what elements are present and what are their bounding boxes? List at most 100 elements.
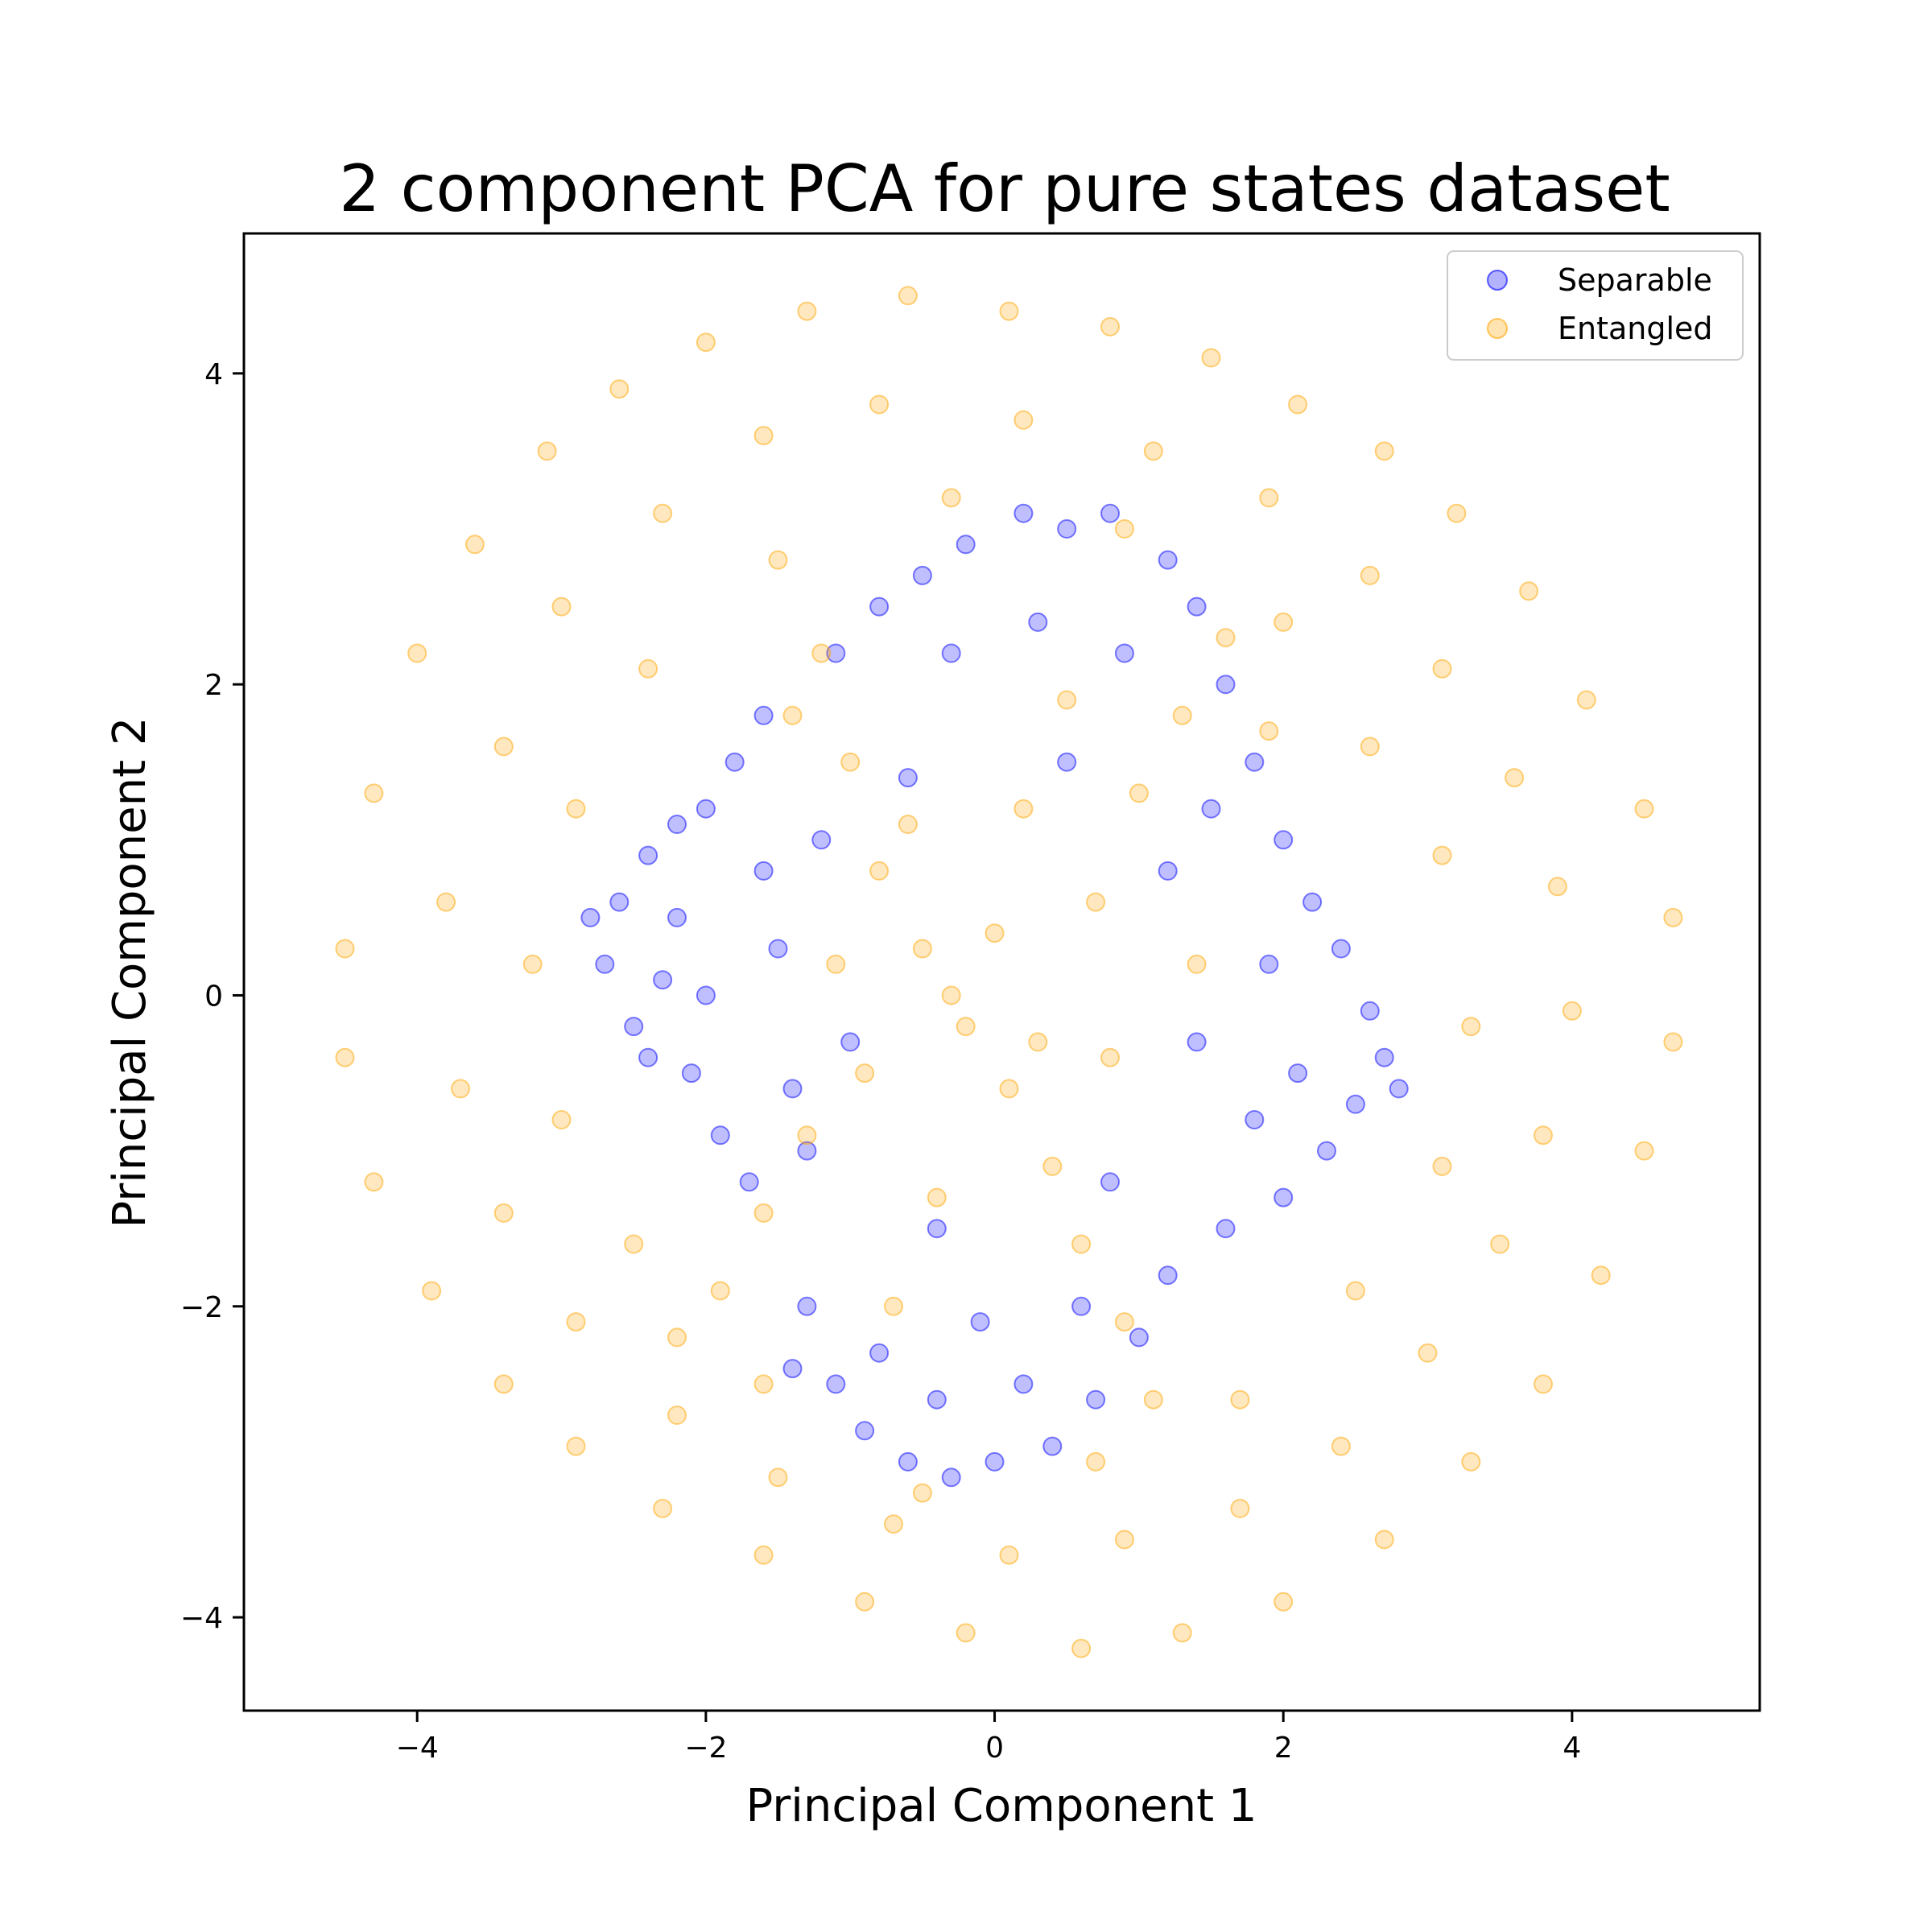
point-entangled-23 xyxy=(1461,1451,1481,1472)
point-entangled-49 xyxy=(1547,877,1567,897)
point-separable-68 xyxy=(927,1219,947,1239)
point-entangled-92 xyxy=(898,815,918,834)
plot-area-frame xyxy=(242,232,1761,1712)
point-separable-28 xyxy=(1187,597,1207,617)
point-entangled-91 xyxy=(1143,1389,1163,1410)
point-entangled-67 xyxy=(768,550,788,570)
point-separable-23 xyxy=(956,535,976,555)
point-entangled-17 xyxy=(1634,799,1654,819)
point-entangled-26 xyxy=(1172,1623,1192,1643)
point-entangled-21 xyxy=(1591,1265,1611,1286)
point-separable-53 xyxy=(898,1451,918,1472)
point-separable-67 xyxy=(1100,1172,1120,1192)
point-separable-62 xyxy=(970,1312,990,1332)
point-separable-39 xyxy=(1345,1094,1365,1114)
point-separable-20 xyxy=(826,643,846,663)
point-separable-57 xyxy=(797,1296,817,1316)
point-separable-46 xyxy=(1288,1063,1308,1084)
point-separable-25 xyxy=(1057,519,1077,539)
point-entangled-101 xyxy=(753,1203,774,1223)
point-separable-36 xyxy=(1331,939,1351,959)
point-entangled-25 xyxy=(1274,1591,1294,1612)
point-entangled-40 xyxy=(653,503,673,523)
y-tick-label-3: 2 xyxy=(204,669,223,702)
point-separable-14 xyxy=(768,939,788,959)
point-separable-61 xyxy=(1071,1296,1092,1316)
point-entangled-113 xyxy=(782,705,803,725)
point-entangled-78 xyxy=(912,1483,932,1503)
legend-label-entangled: Entangled xyxy=(1558,311,1713,346)
point-separable-47 xyxy=(1158,1265,1178,1286)
point-separable-21 xyxy=(869,597,890,617)
point-entangled-14 xyxy=(1447,503,1467,523)
legend: Separable Entangled xyxy=(1447,250,1744,361)
point-entangled-31 xyxy=(653,1498,673,1518)
point-entangled-97 xyxy=(1129,783,1149,803)
point-separable-3 xyxy=(667,907,687,927)
point-separable-65 xyxy=(1057,752,1077,772)
point-entangled-13 xyxy=(1374,441,1394,461)
point-entangled-19 xyxy=(1663,1032,1683,1052)
point-entangled-29 xyxy=(855,1591,875,1612)
point-entangled-74 xyxy=(1432,1156,1452,1176)
point-separable-40 xyxy=(1317,1141,1336,1161)
point-entangled-107 xyxy=(927,1187,947,1208)
point-entangled-81 xyxy=(551,1110,572,1129)
point-entangled-47 xyxy=(1432,658,1452,679)
point-entangled-106 xyxy=(1057,690,1077,710)
point-separable-50 xyxy=(1042,1436,1063,1456)
point-entangled-85 xyxy=(912,939,932,959)
y-axis-label: Principal Component 2 xyxy=(104,717,156,1228)
point-separable-52 xyxy=(941,1468,961,1488)
legend-marker-separable xyxy=(1487,270,1508,291)
point-separable-48 xyxy=(1129,1327,1149,1348)
point-entangled-71 xyxy=(1360,737,1380,757)
point-separable-44 xyxy=(1187,1032,1207,1052)
point-separable-16 xyxy=(811,830,832,850)
point-separable-0 xyxy=(609,892,630,912)
point-entangled-3 xyxy=(464,535,485,555)
point-entangled-51 xyxy=(1534,1125,1553,1146)
point-entangled-87 xyxy=(999,1079,1019,1099)
point-separable-45 xyxy=(1259,954,1279,974)
point-separable-7 xyxy=(724,752,745,772)
point-separable-56 xyxy=(782,1359,803,1379)
point-entangled-41 xyxy=(753,426,774,446)
point-entangled-103 xyxy=(667,1327,687,1348)
point-entangled-9 xyxy=(999,301,1019,321)
point-separable-18 xyxy=(580,907,601,927)
point-separable-26 xyxy=(1100,503,1120,523)
point-separable-51 xyxy=(985,1451,1005,1472)
point-separable-15 xyxy=(782,1079,803,1099)
point-entangled-84 xyxy=(869,861,890,881)
y-axis: −4 −2 0 2 4 xyxy=(180,358,244,1635)
point-entangled-36 xyxy=(335,1047,355,1067)
point-separable-38 xyxy=(1374,1047,1394,1067)
point-separable-55 xyxy=(826,1374,846,1394)
point-entangled-69 xyxy=(1114,519,1134,539)
point-separable-13 xyxy=(667,815,687,834)
point-entangled-10 xyxy=(1100,316,1120,336)
point-entangled-16 xyxy=(1576,690,1596,710)
point-separable-33 xyxy=(1245,752,1265,772)
point-separable-66 xyxy=(898,768,918,788)
point-entangled-6 xyxy=(696,332,716,353)
point-entangled-86 xyxy=(956,1017,976,1037)
point-entangled-61 xyxy=(566,1312,586,1332)
point-entangled-63 xyxy=(451,1079,470,1099)
point-entangled-43 xyxy=(1013,410,1034,430)
point-entangled-48 xyxy=(1505,768,1525,788)
point-entangled-64 xyxy=(522,954,543,974)
point-separable-34 xyxy=(1274,830,1294,850)
point-separable-2 xyxy=(595,954,615,974)
point-entangled-73 xyxy=(1461,1017,1481,1037)
point-separable-71 xyxy=(1389,1079,1409,1099)
point-entangled-88 xyxy=(1042,1156,1063,1176)
point-entangled-0 xyxy=(335,939,355,959)
point-entangled-7 xyxy=(797,301,817,321)
legend-marker-entangled xyxy=(1487,318,1508,339)
point-entangled-79 xyxy=(753,1374,774,1394)
point-entangled-4 xyxy=(537,441,557,461)
point-separable-17 xyxy=(797,1141,817,1161)
x-tick-label-4: 4 xyxy=(1563,1732,1581,1765)
